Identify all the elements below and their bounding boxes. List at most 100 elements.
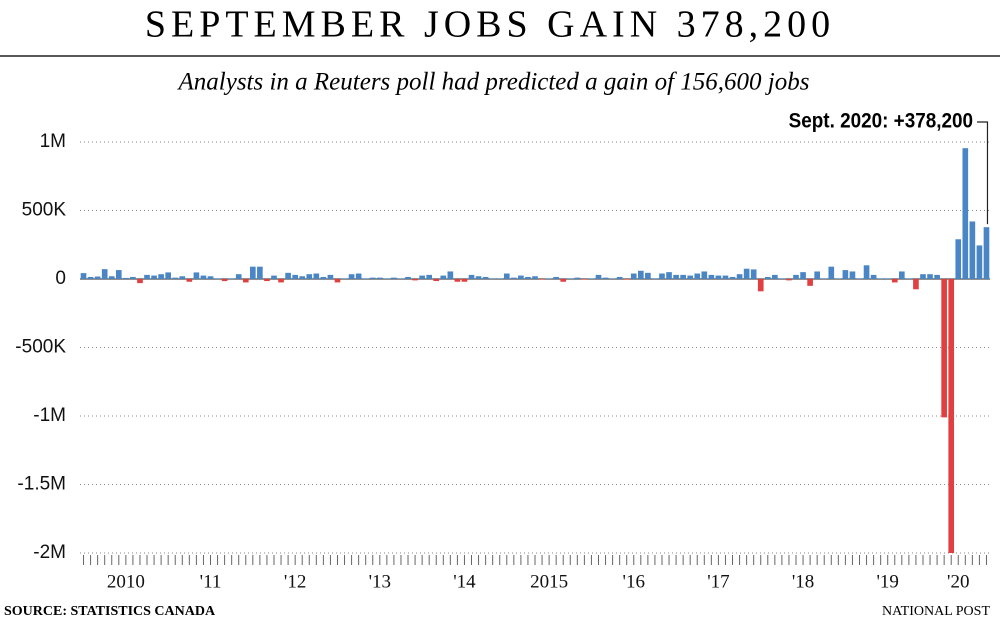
bar: [179, 276, 186, 279]
bar: [849, 271, 856, 279]
bar: [158, 274, 164, 279]
bar: [80, 273, 87, 279]
bar: [567, 278, 574, 279]
bar: [115, 270, 122, 279]
bar: [454, 279, 461, 282]
bar: [807, 279, 813, 286]
credit: NATIONAL POST: [882, 604, 990, 619]
bar: [983, 227, 990, 279]
bar: [687, 275, 694, 279]
bar: [503, 273, 510, 279]
bar: [955, 239, 962, 279]
bar: [595, 274, 602, 279]
y-tick-label: -1M: [33, 405, 66, 426]
bar: [165, 272, 171, 279]
bar: [207, 276, 214, 279]
bar: [588, 278, 595, 279]
x-tick-label: '11: [200, 571, 222, 592]
bar: [348, 274, 355, 279]
bar: [250, 266, 256, 279]
bar: [666, 272, 672, 279]
bar: [870, 274, 877, 279]
bar: [285, 272, 291, 279]
bar: [362, 278, 369, 279]
bar: [130, 276, 136, 279]
bar: [228, 278, 235, 279]
bar: [144, 274, 150, 279]
bar: [391, 277, 397, 279]
bar: [200, 275, 207, 279]
bar: [426, 274, 433, 279]
chart-title: SEPTEMBER JOBS GAIN 378,200: [145, 4, 835, 46]
bar: [214, 278, 221, 279]
bar: [101, 269, 108, 279]
bar: [546, 278, 552, 279]
bar: [433, 279, 440, 282]
bar: [489, 278, 496, 279]
bar: [511, 277, 517, 279]
bar: [221, 279, 228, 282]
bar: [701, 271, 708, 279]
bar: [539, 279, 545, 280]
bar: [235, 274, 242, 279]
bar: [87, 276, 94, 279]
bar: [623, 279, 630, 280]
bar: [186, 279, 193, 282]
bar: [602, 277, 609, 279]
bar: [828, 266, 835, 279]
bar: [306, 274, 313, 279]
bar: [659, 273, 665, 279]
bar: [920, 274, 926, 279]
bar: [327, 274, 334, 279]
x-tick-label: '17: [707, 571, 729, 592]
bar: [320, 276, 327, 279]
bar: [835, 278, 842, 279]
bar: [369, 277, 376, 279]
bar: [616, 276, 623, 279]
source: SOURCE: STATISTICS CANADA: [4, 604, 216, 619]
bar: [172, 277, 179, 279]
bar: [518, 275, 524, 279]
bar: [609, 278, 616, 279]
bar: [341, 278, 348, 279]
bar: [108, 276, 115, 279]
bar: [708, 274, 715, 279]
bar: [757, 279, 764, 292]
bar: [729, 276, 736, 279]
bar: [786, 279, 792, 281]
bar: [137, 279, 143, 284]
bar: [560, 279, 567, 282]
bar: [299, 276, 306, 279]
bar: [376, 277, 383, 279]
bar: [532, 276, 538, 279]
bar: [722, 275, 729, 279]
chart-subtitle: Analysts in a Reuters poll had predicted…: [177, 69, 810, 96]
x-tick-label: '16: [623, 571, 645, 592]
bar: [384, 278, 390, 279]
bar: [637, 270, 644, 279]
bar: [525, 276, 531, 279]
bar: [927, 274, 933, 279]
bar: [680, 274, 686, 279]
bar: [913, 279, 919, 290]
bar: [264, 279, 270, 282]
bar: [440, 275, 447, 279]
bar: [630, 273, 637, 279]
bar: [772, 274, 778, 279]
bar: [475, 276, 482, 279]
x-tick-label: '14: [453, 571, 476, 592]
bar: [842, 270, 849, 279]
bar: [962, 148, 969, 279]
bar: [694, 273, 701, 279]
annotation-bracket: [977, 121, 989, 225]
x-tick-label: '12: [284, 571, 306, 592]
x-tick-label: 2010: [107, 571, 145, 592]
bar: [461, 279, 468, 282]
bar: [743, 268, 750, 279]
bar: [877, 278, 884, 279]
bar: [496, 278, 503, 279]
bar: [764, 276, 771, 279]
bar: [856, 278, 863, 279]
bar: [581, 279, 588, 280]
